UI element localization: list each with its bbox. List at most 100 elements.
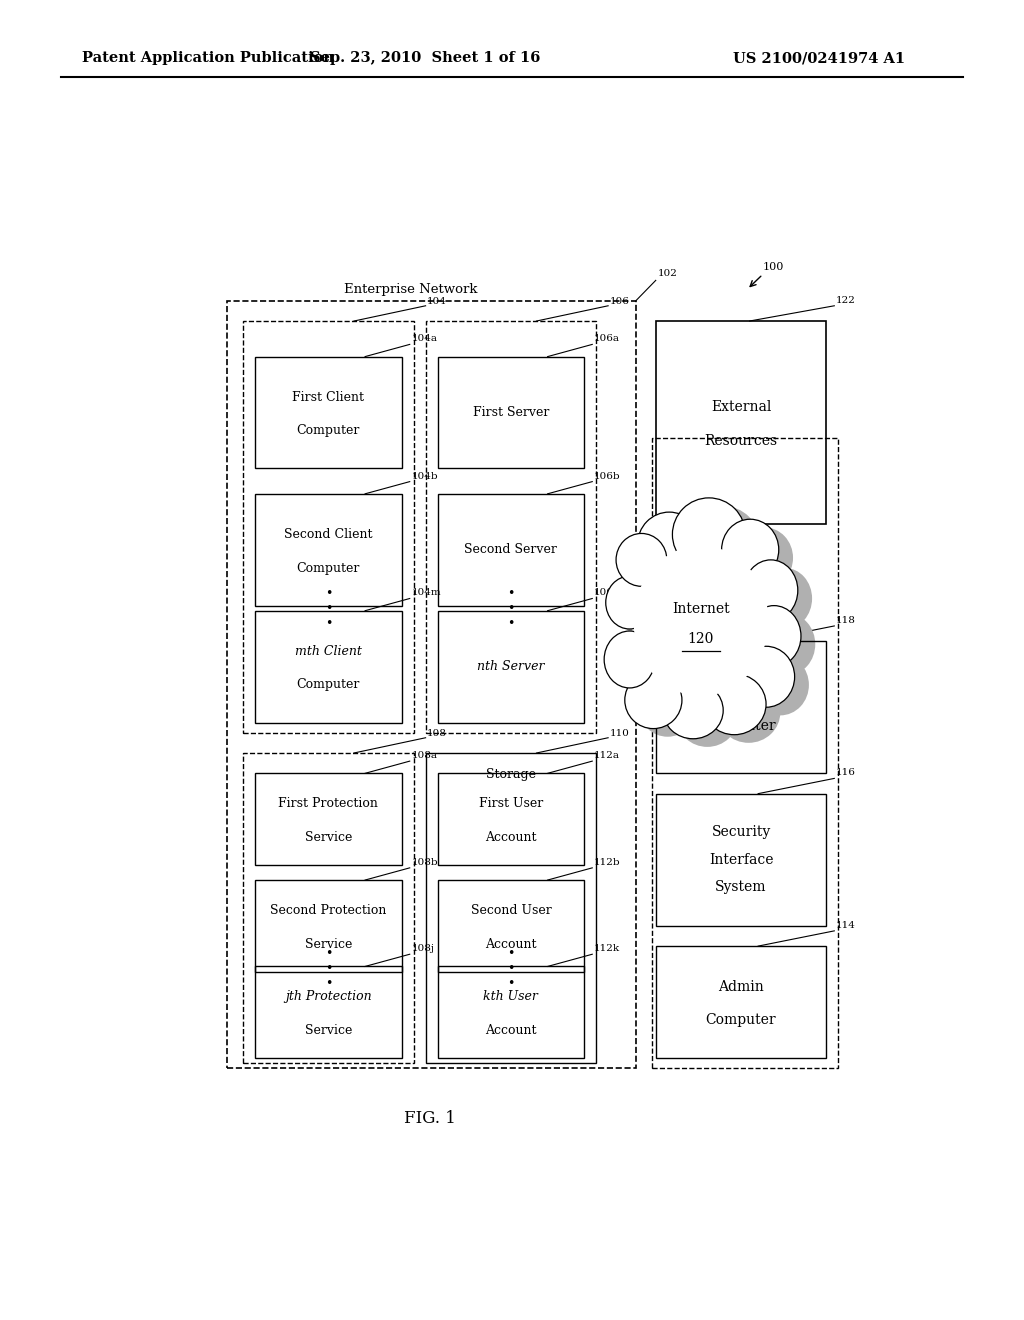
Text: Account: Account <box>485 830 537 843</box>
Text: Computer: Computer <box>706 718 776 733</box>
Bar <box>426 752 596 1063</box>
Text: FIG. 1: FIG. 1 <box>403 1110 456 1127</box>
Text: mth Client: mth Client <box>295 645 361 657</box>
Bar <box>655 642 826 774</box>
Bar <box>437 356 585 469</box>
Text: 112b: 112b <box>594 858 621 867</box>
Text: Sep. 23, 2010  Sheet 1 of 16: Sep. 23, 2010 Sheet 1 of 16 <box>310 51 540 66</box>
Text: US 2100/0241974 A1: US 2100/0241974 A1 <box>733 51 905 66</box>
Ellipse shape <box>618 639 670 696</box>
Text: 108b: 108b <box>412 858 438 867</box>
Bar <box>652 438 839 1068</box>
Ellipse shape <box>748 606 801 667</box>
Bar <box>255 774 401 865</box>
Text: Second Client: Second Client <box>284 528 373 541</box>
Ellipse shape <box>752 655 809 715</box>
Text: External: External <box>711 400 771 414</box>
Text: 106n: 106n <box>594 589 621 598</box>
Text: 120: 120 <box>688 632 714 647</box>
Ellipse shape <box>737 647 795 708</box>
Ellipse shape <box>616 533 667 586</box>
Bar <box>655 793 826 925</box>
Bar <box>437 494 585 606</box>
Text: Internet: Internet <box>672 602 730 615</box>
Text: •
•
•: • • • <box>507 586 515 630</box>
Ellipse shape <box>663 682 723 739</box>
Text: Service: Service <box>305 937 352 950</box>
Ellipse shape <box>736 528 793 589</box>
Text: Patent Application Publication: Patent Application Publication <box>82 51 334 66</box>
Bar <box>437 774 585 865</box>
Ellipse shape <box>717 682 780 743</box>
Text: Edge: Edge <box>723 685 759 700</box>
Text: Service: Service <box>305 1024 352 1038</box>
Ellipse shape <box>677 690 737 747</box>
Text: First Protection: First Protection <box>279 797 378 810</box>
Text: Account: Account <box>485 1024 537 1038</box>
Ellipse shape <box>651 520 715 585</box>
Bar <box>437 611 585 722</box>
Text: •
•
•: • • • <box>325 586 332 630</box>
Text: 102: 102 <box>657 269 677 279</box>
Text: Admin: Admin <box>718 979 764 994</box>
Bar <box>227 301 636 1068</box>
Text: 112a: 112a <box>594 751 620 760</box>
Ellipse shape <box>758 568 812 630</box>
Ellipse shape <box>648 553 782 705</box>
Text: 114: 114 <box>836 921 856 929</box>
Bar <box>243 321 414 733</box>
Text: First User: First User <box>479 797 543 810</box>
Bar <box>426 321 596 733</box>
Text: 106b: 106b <box>594 471 621 480</box>
Text: 110: 110 <box>609 729 630 738</box>
Text: 118: 118 <box>836 616 856 624</box>
Text: Account: Account <box>485 937 537 950</box>
Bar <box>243 752 414 1063</box>
Ellipse shape <box>606 576 653 630</box>
Ellipse shape <box>632 543 770 700</box>
Text: •
•
•: • • • <box>325 948 332 990</box>
Text: Second Protection: Second Protection <box>270 904 387 917</box>
Ellipse shape <box>761 614 815 675</box>
Text: Enterprise Network: Enterprise Network <box>344 282 478 296</box>
Text: •
•
•: • • • <box>507 948 515 990</box>
Bar <box>255 494 401 606</box>
Text: 108: 108 <box>427 729 447 738</box>
Ellipse shape <box>634 545 768 696</box>
Text: Security: Security <box>712 825 771 840</box>
Text: Interface: Interface <box>709 853 773 867</box>
Ellipse shape <box>722 519 779 581</box>
Text: Second User: Second User <box>471 904 551 917</box>
Ellipse shape <box>673 498 745 572</box>
Text: Second Server: Second Server <box>465 544 557 556</box>
Text: First Client: First Client <box>293 391 365 404</box>
Ellipse shape <box>604 631 655 688</box>
Text: 108a: 108a <box>412 751 437 760</box>
Text: Resources: Resources <box>705 434 777 447</box>
Text: Computer: Computer <box>297 424 360 437</box>
Bar <box>255 880 401 972</box>
Bar <box>255 356 401 469</box>
Text: 106a: 106a <box>594 334 620 343</box>
Ellipse shape <box>631 541 681 594</box>
Bar <box>437 880 585 972</box>
Text: Computer: Computer <box>297 678 360 692</box>
Text: Computer: Computer <box>706 1014 776 1027</box>
Text: Service: Service <box>305 830 352 843</box>
Ellipse shape <box>639 680 696 737</box>
Bar <box>255 966 401 1057</box>
Bar <box>255 611 401 722</box>
Text: Storage: Storage <box>486 768 536 781</box>
Text: 108j: 108j <box>412 944 434 953</box>
Bar <box>655 946 826 1057</box>
Text: 116: 116 <box>836 768 856 777</box>
Ellipse shape <box>702 673 766 735</box>
Text: nth Server: nth Server <box>477 660 545 673</box>
Ellipse shape <box>621 585 668 638</box>
Text: First Server: First Server <box>473 407 549 418</box>
Text: Computer: Computer <box>297 561 360 574</box>
Ellipse shape <box>638 512 701 577</box>
Text: 122: 122 <box>836 296 856 305</box>
Text: kth User: kth User <box>483 990 539 1003</box>
Ellipse shape <box>625 672 682 729</box>
